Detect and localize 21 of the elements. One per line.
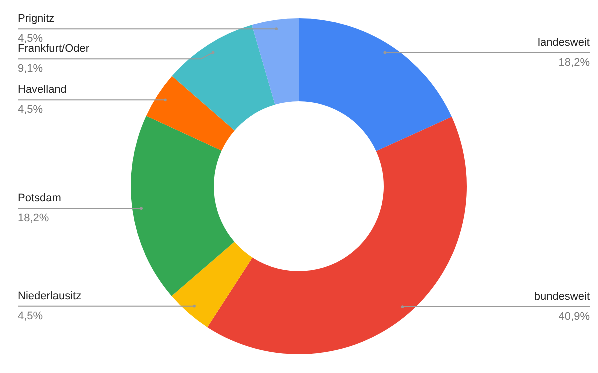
- data-label: 18,2%: [558, 56, 590, 69]
- data-label: 4,5%: [18, 33, 44, 46]
- donut-slice: [172, 25, 276, 131]
- slice-label: bundesweit: [534, 291, 590, 304]
- donut-slice: [172, 242, 253, 328]
- data-label: 4,5%: [18, 104, 44, 116]
- slice-label: Frankfurt/Oder: [18, 43, 90, 56]
- data-label: 40,9%: [558, 311, 590, 324]
- slice-label: landesweit: [538, 36, 590, 49]
- slice-label: Havelland: [18, 84, 67, 96]
- donut-slice: [146, 76, 235, 151]
- donut-slice: [208, 117, 467, 354]
- slice-label: Niederlausitz: [18, 290, 82, 302]
- data-label: 4,5%: [18, 310, 44, 322]
- data-label: 18,2%: [18, 212, 50, 225]
- donut-slice: [252, 18, 299, 105]
- data-label: 9,1%: [18, 63, 44, 76]
- donut-slice: [299, 18, 452, 152]
- slice-label: Prignitz: [18, 13, 55, 26]
- slice-label: Potsdam: [18, 192, 62, 205]
- donut-slice: [131, 116, 235, 296]
